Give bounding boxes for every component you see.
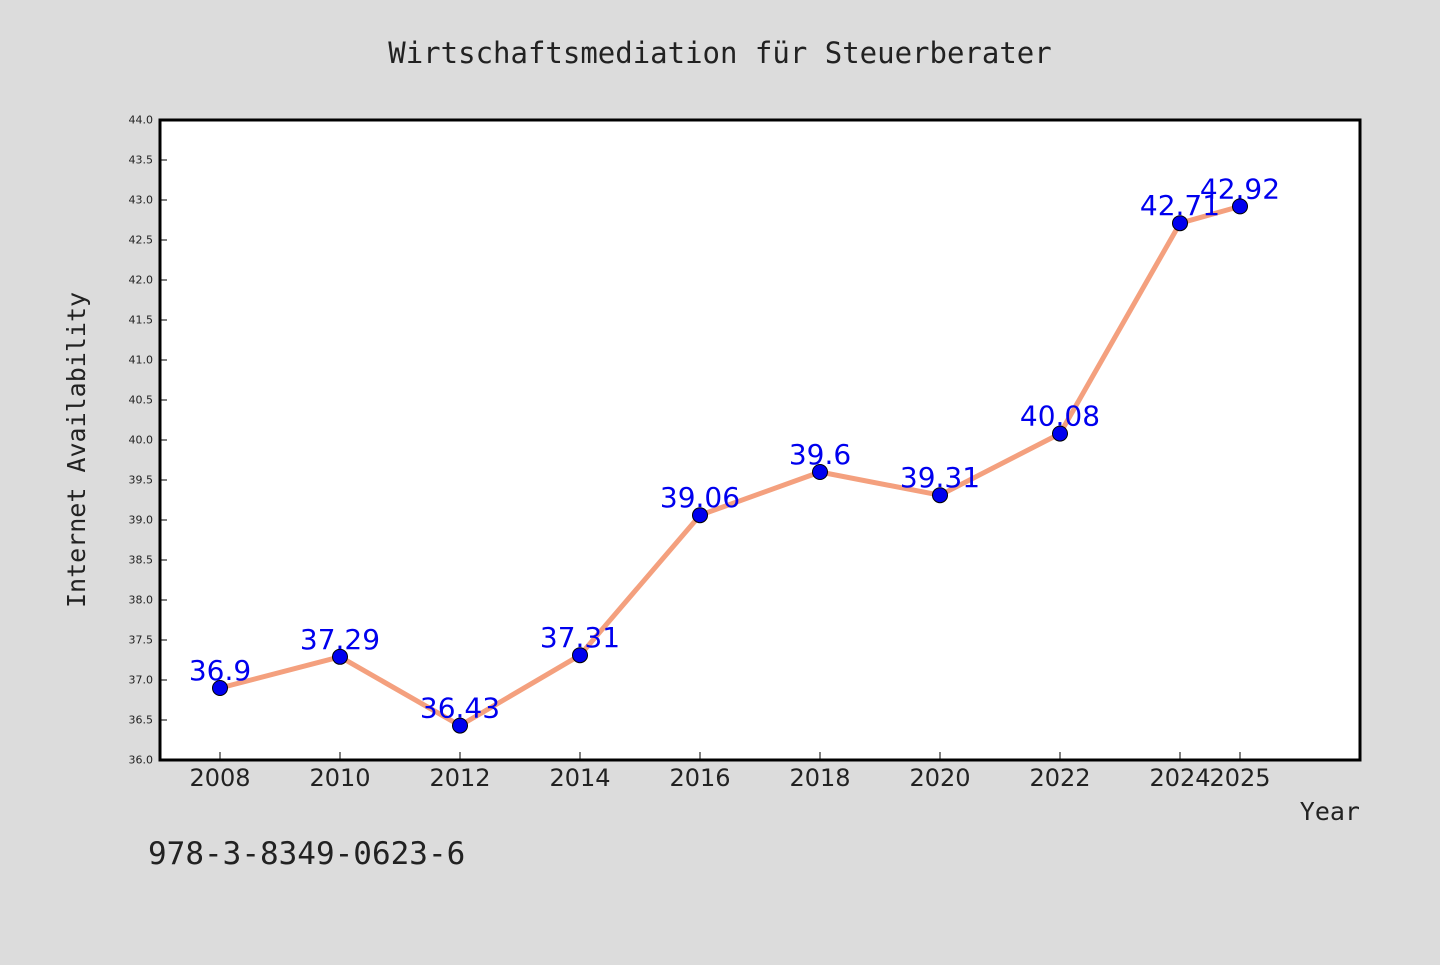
x-axis-label: Year xyxy=(1300,797,1360,826)
y-tick-label: 36.0 xyxy=(129,754,154,767)
x-tick-label: 2020 xyxy=(909,764,970,792)
data-label: 39.6 xyxy=(789,438,851,471)
footnote-text: 978-3-8349-0623-6 xyxy=(148,836,465,872)
y-tick-label: 40.0 xyxy=(129,434,154,447)
data-point xyxy=(452,717,468,734)
plot-area xyxy=(160,120,1360,760)
data-point xyxy=(812,464,828,480)
series-line xyxy=(217,203,1243,729)
series-markers xyxy=(212,198,1248,734)
y-tick-label: 44.0 xyxy=(129,114,154,127)
y-tick-label: 38.0 xyxy=(129,594,154,607)
data-label: 40.08 xyxy=(1020,400,1100,433)
data-point xyxy=(1172,215,1188,232)
data-point xyxy=(932,487,948,504)
y-axis-ticks: 36.0 36.5 37.0 37.5 38.0 38.5 39.0 39.5 40.0 40.5… xyxy=(129,114,167,767)
y-tick-label: 39.5 xyxy=(129,474,154,487)
chart-title: Wirtschaftsmediation für Steuerberater xyxy=(388,36,1051,70)
x-tick-label: 2022 xyxy=(1029,764,1090,792)
y-tick-label: 43.0 xyxy=(129,194,154,207)
y-tick-label: 41.5 xyxy=(129,314,154,327)
x-tick-label: 2024 xyxy=(1149,764,1210,792)
data-label: 36.43 xyxy=(420,692,500,725)
y-tick-label: 42.0 xyxy=(129,274,154,287)
x-tick-label: 2018 xyxy=(789,764,850,792)
data-label: 37.29 xyxy=(300,623,380,656)
data-point xyxy=(1232,198,1248,215)
data-point xyxy=(1052,425,1068,442)
data-label: 36.9 xyxy=(189,654,251,687)
y-tick-label: 40.5 xyxy=(129,394,154,407)
y-tick-label: 37.5 xyxy=(129,634,154,647)
data-label: 37.31 xyxy=(540,621,620,654)
data-label: 39.31 xyxy=(900,461,980,494)
y-axis-label: Internet Availability xyxy=(62,292,91,608)
x-tick-label: 2016 xyxy=(669,764,730,792)
y-tick-label: 42.5 xyxy=(129,234,154,247)
plot-frame xyxy=(158,118,1362,762)
x-tick-label: 2008 xyxy=(189,764,250,792)
y-tick-label: 43.5 xyxy=(129,154,154,167)
data-label: 39.06 xyxy=(660,481,740,514)
x-tick-label: 2014 xyxy=(549,764,610,792)
x-tick-label: 2012 xyxy=(429,764,490,792)
data-point xyxy=(332,648,348,665)
data-label: 42.92 xyxy=(1200,172,1280,205)
x-tick-label: 2025 xyxy=(1209,764,1270,792)
y-tick-label: 37.0 xyxy=(129,674,154,687)
y-tick-label: 39.0 xyxy=(129,514,154,527)
data-point xyxy=(212,680,228,696)
data-label: 42.71 xyxy=(1140,189,1220,222)
x-tick-label: 2010 xyxy=(309,764,370,792)
data-point xyxy=(572,647,588,664)
data-point xyxy=(692,507,708,524)
y-tick-label: 41.0 xyxy=(129,354,154,367)
y-tick-label: 38.5 xyxy=(129,554,154,567)
y-tick-label: 36.5 xyxy=(129,714,154,727)
data-labels: 36.9 37.29 36.43 37.31 39.06 39.6 39.31 40.08 42… xyxy=(189,172,1280,724)
